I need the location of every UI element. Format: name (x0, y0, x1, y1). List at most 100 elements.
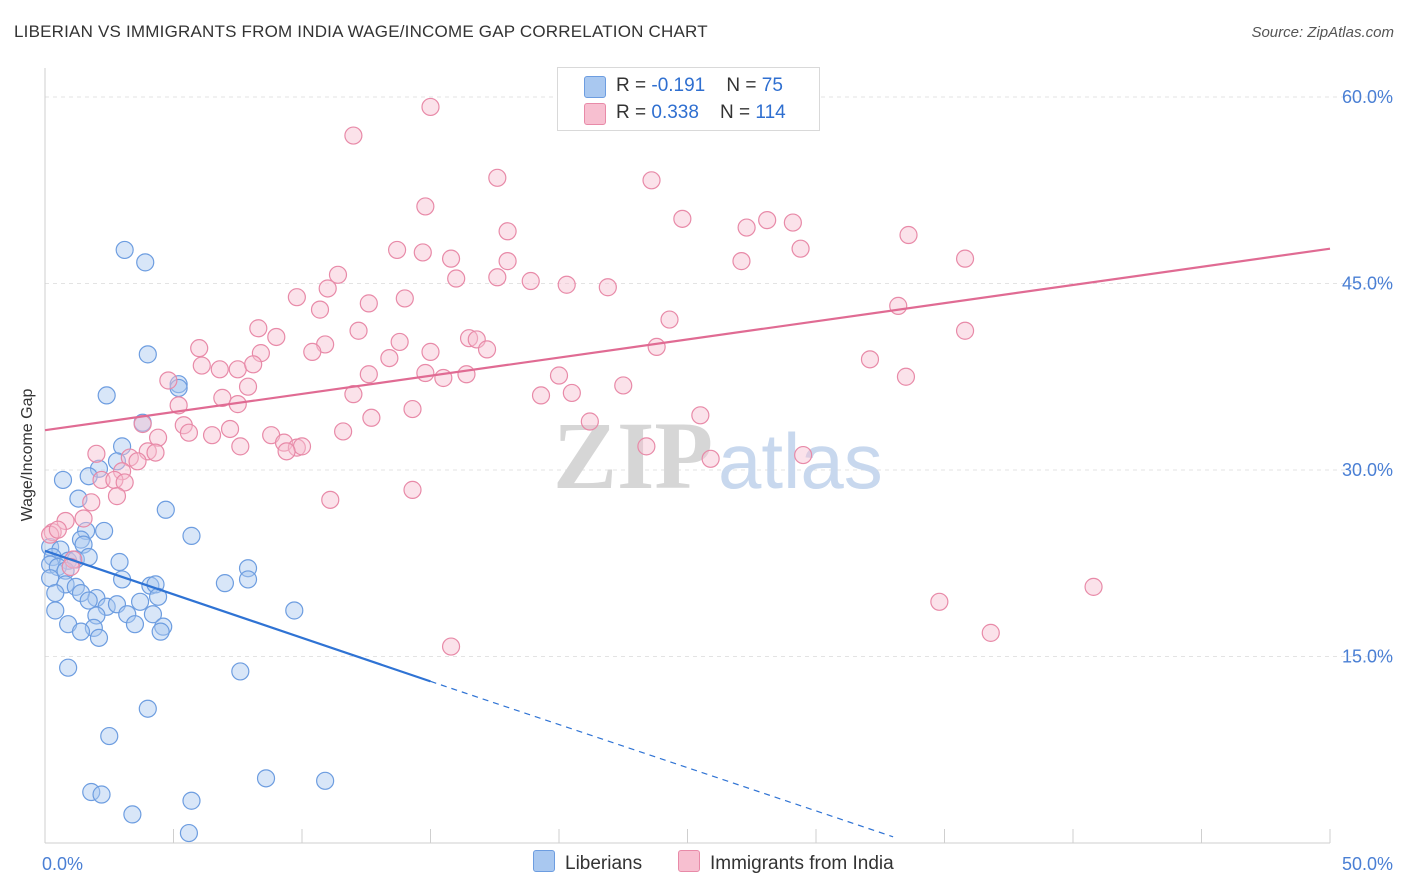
india-point (673, 209, 692, 228)
india-point (107, 487, 127, 506)
india-point (791, 239, 810, 258)
india-point (488, 268, 507, 287)
liberians-point (53, 470, 73, 490)
india-point (349, 321, 368, 340)
india-point (488, 168, 507, 187)
liberians-point (179, 823, 199, 843)
liberians-point (89, 628, 109, 647)
india-point (92, 470, 111, 490)
india-point (277, 442, 296, 461)
india-point (380, 349, 399, 368)
liberians-point (115, 240, 134, 260)
india-point (701, 449, 720, 468)
bottom-legend-swatch-liberians (533, 850, 555, 872)
bottom-legend-india: Immigrants from India (678, 850, 894, 875)
india-point (783, 213, 802, 232)
legend-swatch-india (584, 103, 606, 125)
watermark-atlas: atlas (718, 417, 883, 505)
liberians-point (138, 345, 157, 364)
india-point (899, 225, 918, 245)
india-point (210, 360, 229, 379)
liberians-point (136, 253, 155, 272)
india-point (344, 126, 363, 145)
liberians-point (125, 615, 145, 634)
liberians-point (79, 591, 98, 610)
india-point (498, 252, 517, 271)
india-point (1084, 577, 1103, 596)
india-point (48, 520, 67, 539)
india-point (562, 383, 581, 403)
liberians-point (130, 592, 150, 611)
legend-n-label: N = (720, 102, 756, 123)
india-point (328, 265, 348, 284)
liberians-trend-line (44, 549, 431, 683)
india-point (244, 355, 263, 374)
legend-swatch-liberians (584, 76, 606, 98)
india-point (889, 296, 908, 315)
india-point (403, 399, 422, 419)
india-point (647, 337, 666, 357)
india-point (192, 356, 211, 375)
chart-title: LIBERIAN VS IMMIGRANTS FROM INDIA WAGE/I… (14, 22, 708, 41)
liberians-point (285, 601, 304, 620)
trend-lines (44, 247, 1331, 838)
india-point (238, 377, 258, 396)
liberians-point (256, 769, 276, 788)
india-point (642, 171, 661, 190)
india-point (860, 350, 880, 369)
india-point (447, 269, 466, 288)
bottom-legend-swatch-india (678, 850, 700, 872)
india-point (146, 443, 165, 462)
liberians-point (46, 583, 65, 603)
india-point (318, 279, 337, 298)
liberians-point (71, 622, 91, 641)
india-point (128, 452, 147, 471)
liberians-point (100, 726, 119, 746)
india-point (930, 592, 949, 611)
india-point (115, 473, 134, 492)
india-point (390, 332, 409, 352)
india-point (416, 197, 435, 216)
india-point (359, 365, 378, 384)
liberians-point (110, 552, 129, 572)
liberians-point (316, 771, 335, 790)
liberians-point (46, 601, 65, 620)
liberians-point (138, 699, 157, 718)
india-point (441, 249, 461, 268)
india-point (267, 327, 286, 347)
india-point (159, 371, 178, 390)
india-point (557, 275, 576, 294)
liberians-point (123, 805, 142, 824)
india-point (190, 339, 209, 358)
liberians-point (71, 530, 91, 549)
india-point (794, 445, 813, 465)
india-point (531, 386, 551, 405)
bottom-legend-liberians: Liberians (533, 850, 642, 875)
india-point (362, 408, 381, 427)
liberians-point (92, 785, 111, 804)
liberians-point (182, 526, 201, 545)
y-tick-label: 15.0% (1342, 647, 1393, 667)
source-credit: Source: ZipAtlas.com (1251, 24, 1394, 41)
india-point (413, 243, 432, 262)
watermark-zip: ZIP (553, 402, 713, 509)
liberians-point (238, 570, 258, 589)
liberians-point (143, 605, 163, 624)
correlation-legend: R = -0.191 N = 75 R = 0.338 N = 114 (557, 67, 820, 131)
liberians-point (59, 658, 78, 677)
india-point (334, 422, 353, 441)
legend-n-value: 75 (761, 75, 783, 96)
india-point (737, 218, 756, 237)
india-point (321, 490, 340, 509)
india-point (637, 437, 656, 456)
india-point (598, 278, 617, 297)
india-trend-line (44, 247, 1331, 432)
legend-r-label: R = (616, 102, 652, 123)
legend-n-label: N = (726, 75, 762, 96)
grid-lines (45, 96, 1390, 657)
watermark: ZIP atlas (553, 402, 883, 509)
liberians-point (95, 521, 114, 541)
india-point (421, 97, 440, 117)
india-point (82, 493, 101, 512)
